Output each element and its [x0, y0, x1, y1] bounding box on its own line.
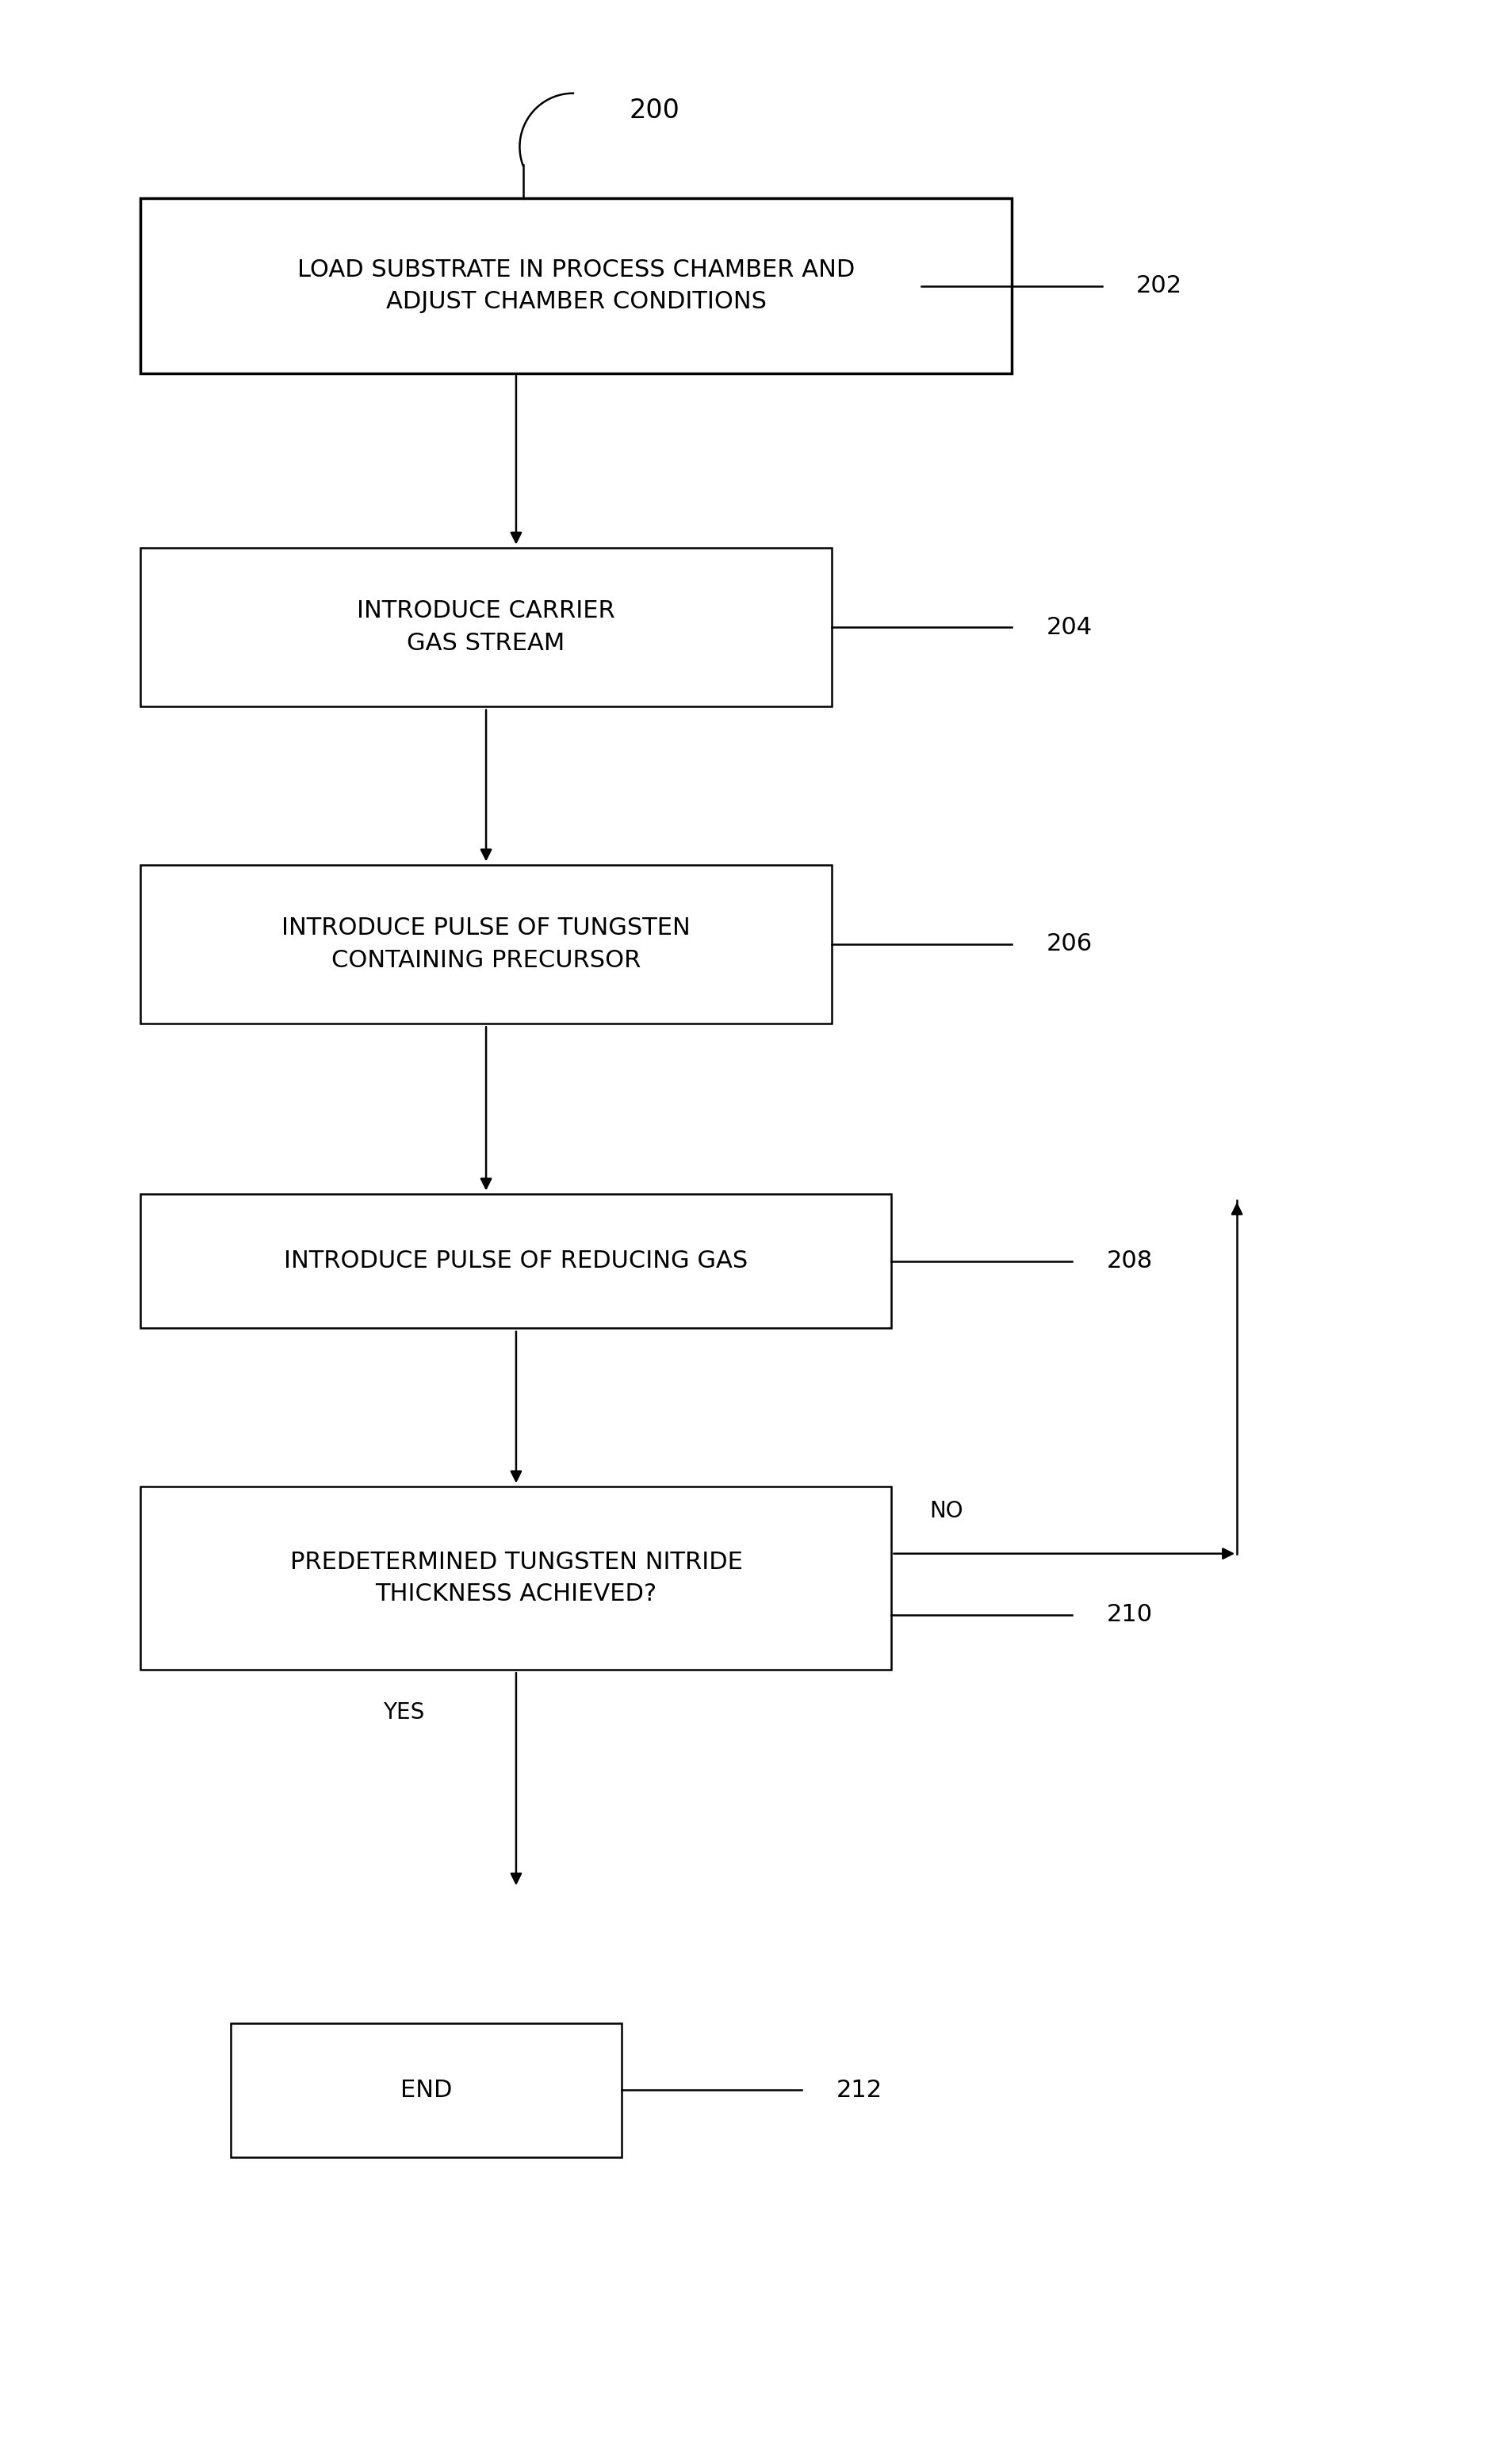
Text: INTRODUCE PULSE OF REDUCING GAS: INTRODUCE PULSE OF REDUCING GAS — [284, 1249, 748, 1273]
Text: 202: 202 — [1136, 274, 1182, 296]
Text: END: END — [399, 2079, 452, 2101]
Text: 208: 208 — [1105, 1249, 1152, 1273]
Text: 212: 212 — [836, 2079, 881, 2101]
Text: INTRODUCE CARRIER
GAS STREAM: INTRODUCE CARRIER GAS STREAM — [357, 600, 615, 654]
Text: YES: YES — [383, 1702, 423, 1724]
Text: INTRODUCE PULSE OF TUNGSTEN
CONTAINING PRECURSOR: INTRODUCE PULSE OF TUNGSTEN CONTAINING P… — [281, 916, 689, 972]
Text: 210: 210 — [1105, 1604, 1152, 1626]
Text: 206: 206 — [1046, 933, 1092, 955]
Text: 204: 204 — [1046, 615, 1092, 639]
FancyBboxPatch shape — [141, 1195, 891, 1327]
Text: NO: NO — [928, 1499, 962, 1521]
Text: 200: 200 — [629, 98, 679, 122]
FancyBboxPatch shape — [231, 2023, 621, 2158]
FancyBboxPatch shape — [141, 549, 832, 705]
Text: PREDETERMINED TUNGSTEN NITRIDE
THICKNESS ACHIEVED?: PREDETERMINED TUNGSTEN NITRIDE THICKNESS… — [290, 1550, 742, 1607]
FancyBboxPatch shape — [141, 1487, 891, 1670]
Text: LOAD SUBSTRATE IN PROCESS CHAMBER AND
ADJUST CHAMBER CONDITIONS: LOAD SUBSTRATE IN PROCESS CHAMBER AND AD… — [298, 257, 854, 313]
FancyBboxPatch shape — [141, 198, 1012, 375]
FancyBboxPatch shape — [141, 864, 832, 1024]
